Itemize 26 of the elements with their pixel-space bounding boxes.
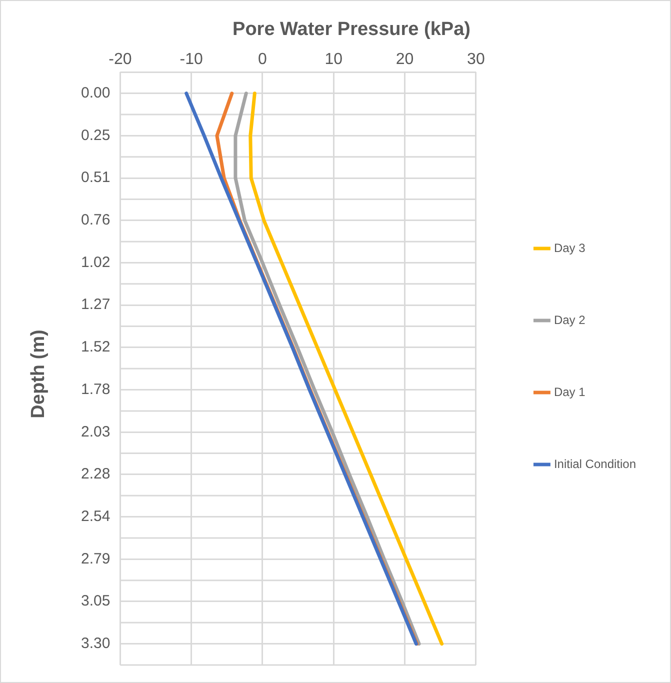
- chart-title: Pore Water Pressure (kPa): [232, 19, 472, 41]
- y-tick-label: 2.03: [80, 423, 110, 440]
- legend-label: Day 3: [554, 240, 586, 255]
- y-tick-label: 3.05: [80, 592, 110, 610]
- legend-label: Day 2: [554, 312, 586, 327]
- y-tick-label: 0.76: [80, 212, 110, 229]
- y-tick-label: 1.27: [80, 296, 110, 314]
- y-tick-label: 1.02: [80, 254, 110, 271]
- y-tick-label: 0.51: [80, 169, 110, 186]
- x-tick-label: -10: [180, 51, 204, 68]
- legend-label: Initial Condition: [554, 456, 636, 471]
- y-tick-label: 1.52: [80, 338, 110, 356]
- x-tick-label: 30: [467, 51, 485, 68]
- y-tick-label: 2.54: [80, 508, 110, 525]
- y-tick-label: 1.78: [80, 380, 110, 398]
- y-axis-title: Depth (m): [28, 330, 50, 418]
- y-tick-label: 2.28: [80, 466, 110, 483]
- x-tick-label: 0: [258, 51, 268, 68]
- y-tick-label: 2.79: [80, 550, 110, 568]
- y-tick-label: 0.00: [80, 84, 110, 102]
- x-tick-label: 20: [396, 51, 414, 68]
- x-tick-label: 10: [324, 51, 343, 68]
- y-tick-label: 3.30: [80, 634, 110, 652]
- y-tick-label: 0.25: [80, 126, 110, 144]
- x-tick-label: -20: [108, 51, 132, 68]
- legend-label: Day 1: [554, 384, 586, 399]
